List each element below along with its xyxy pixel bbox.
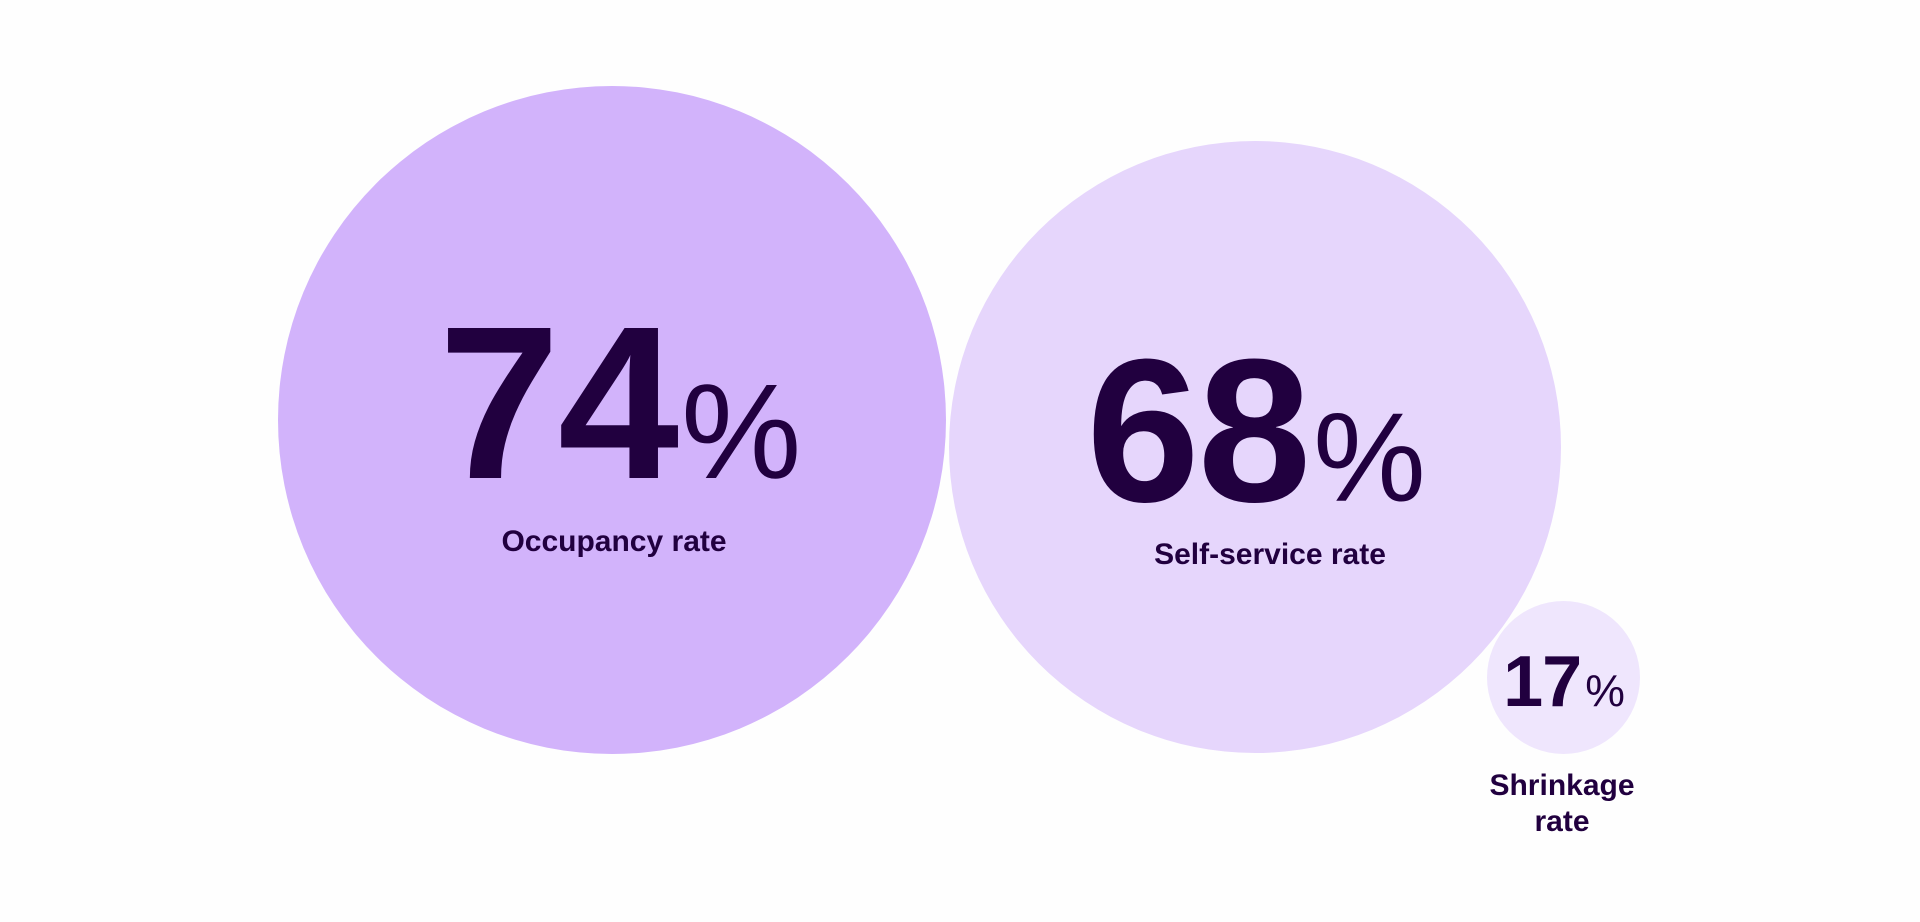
label-shrinkage: Shrinkage rate: [1489, 768, 1634, 840]
value-self-service: 68%: [1086, 329, 1425, 533]
bubble-shrinkage: [1487, 601, 1640, 754]
value-shrinkage-number: 17: [1503, 642, 1582, 722]
percent-sign: %: [1585, 667, 1625, 716]
value-occupancy-number: 74: [438, 282, 679, 525]
label-self-service: Self-service rate: [1154, 538, 1386, 571]
bubble-occupancy: [278, 86, 946, 754]
value-occupancy: 74%: [439, 295, 802, 513]
percent-sign: %: [681, 356, 802, 507]
percent-sign: %: [1313, 387, 1426, 528]
label-occupancy: Occupancy rate: [501, 525, 727, 558]
value-self-service-number: 68: [1086, 317, 1311, 545]
label-shrinkage-line1: Shrinkage: [1489, 769, 1635, 802]
bubble-self-service: [949, 141, 1561, 753]
label-shrinkage-line2: rate: [1534, 805, 1590, 838]
value-shrinkage: 17%: [1503, 646, 1625, 718]
